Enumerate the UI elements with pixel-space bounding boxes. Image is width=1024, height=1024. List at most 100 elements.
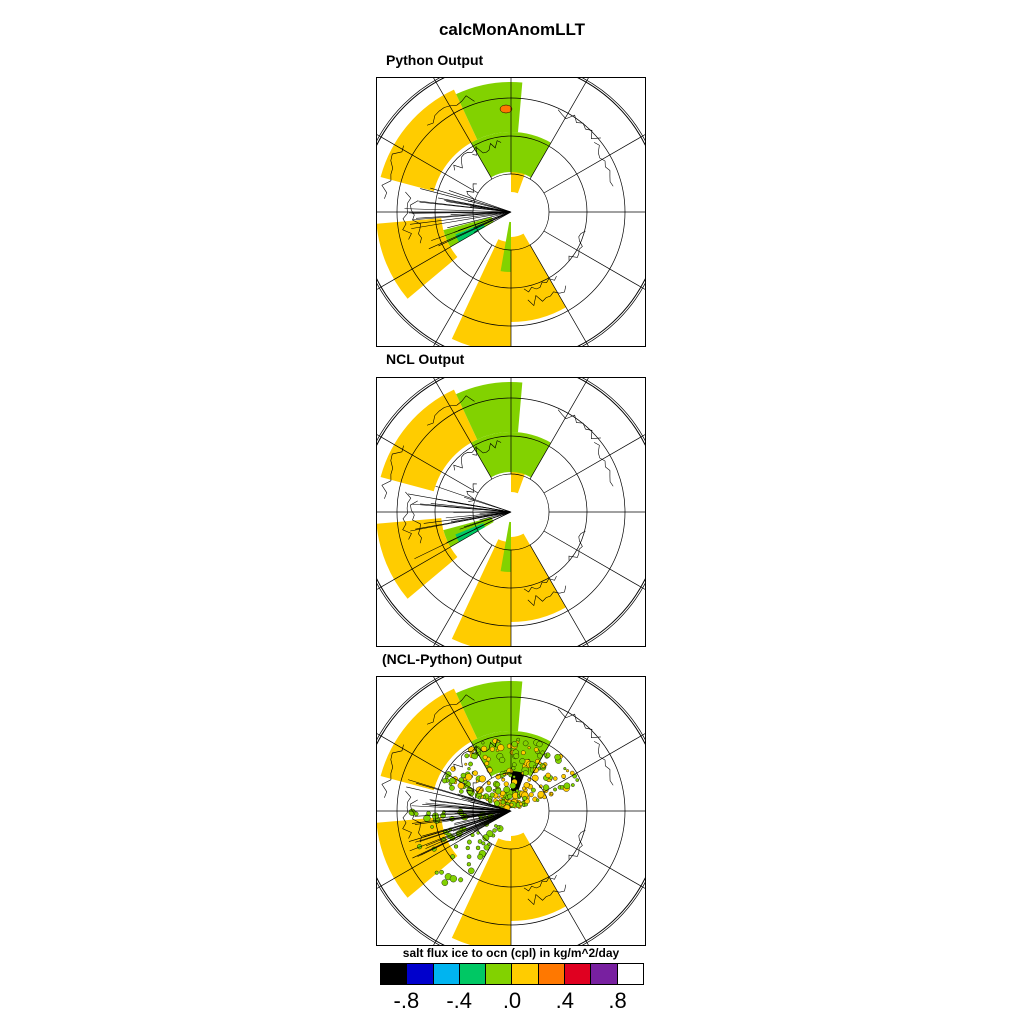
anomaly-speck bbox=[527, 778, 532, 782]
panel-title-python: Python Output bbox=[386, 52, 484, 68]
anomaly-speck bbox=[537, 752, 543, 759]
colorbar-label: salt flux ice to ocn (cpl) in kg/m^2/day bbox=[402, 946, 620, 960]
coastline bbox=[426, 395, 475, 426]
coastline bbox=[523, 275, 557, 293]
radial-artifact bbox=[463, 496, 512, 513]
green-region bbox=[456, 681, 523, 739]
yellow-region bbox=[380, 389, 478, 492]
anomaly-speck bbox=[575, 778, 580, 782]
colorbar-box bbox=[512, 964, 539, 984]
anomaly-speck bbox=[442, 778, 448, 784]
radial-artifact bbox=[411, 810, 512, 824]
anomaly-speck bbox=[468, 761, 473, 767]
anomaly-speck bbox=[495, 788, 502, 795]
yellow-region bbox=[377, 518, 458, 599]
anomaly-speck bbox=[468, 867, 475, 875]
yellow-region bbox=[451, 239, 511, 346]
anomaly-speck bbox=[513, 753, 520, 759]
anomaly-speck bbox=[464, 753, 470, 759]
meridian-line bbox=[433, 378, 493, 480]
colorbar-box bbox=[459, 964, 487, 984]
anomaly-speck bbox=[501, 777, 506, 782]
coastline bbox=[466, 782, 477, 801]
anomaly-speck bbox=[571, 783, 575, 787]
anomaly-speck bbox=[500, 799, 506, 805]
anomaly-speck bbox=[481, 841, 486, 846]
anomaly-speck bbox=[512, 762, 517, 767]
colorbar-tick-label: -.8 bbox=[393, 988, 420, 1013]
anomaly-speck bbox=[459, 789, 464, 794]
radial-artifact bbox=[448, 190, 512, 213]
yellow-region bbox=[511, 233, 566, 322]
anomaly-speck bbox=[464, 762, 468, 766]
anomaly-speck bbox=[477, 839, 483, 844]
coastline bbox=[523, 874, 557, 892]
anomaly-speck bbox=[509, 782, 517, 789]
meridian-line bbox=[433, 78, 493, 180]
anomaly-speck bbox=[531, 787, 536, 793]
radial-artifact bbox=[473, 211, 512, 228]
meridian-line bbox=[543, 434, 645, 494]
anomaly-speck bbox=[439, 869, 444, 875]
anomaly-speck bbox=[522, 740, 529, 747]
coastline bbox=[523, 575, 557, 593]
colorbar-box bbox=[433, 964, 460, 984]
coastline bbox=[381, 145, 404, 199]
anomaly-speck bbox=[553, 787, 557, 792]
radial-artifact bbox=[479, 511, 512, 521]
coastline bbox=[594, 142, 614, 187]
anomaly-speck bbox=[512, 775, 516, 779]
radial-artifact bbox=[473, 510, 512, 513]
yellow-region bbox=[451, 539, 511, 646]
meridian-line bbox=[543, 134, 645, 194]
anomaly-speck bbox=[481, 741, 485, 745]
radial-artifact bbox=[437, 197, 512, 213]
map-panel-diff bbox=[376, 676, 646, 946]
anomaly-speck bbox=[460, 772, 466, 779]
anomaly-speck bbox=[489, 792, 495, 798]
coastline bbox=[426, 95, 475, 126]
anomaly-speck bbox=[544, 753, 548, 757]
coastline bbox=[568, 530, 586, 561]
radial-artifact bbox=[482, 810, 512, 826]
anomaly-speck bbox=[466, 839, 472, 845]
radial-artifact bbox=[443, 810, 512, 813]
anomaly-speck bbox=[531, 774, 539, 782]
anomaly-speck bbox=[545, 772, 551, 779]
anomaly-speck bbox=[453, 844, 459, 849]
anomaly-speck bbox=[528, 792, 534, 798]
radial-artifact bbox=[419, 810, 512, 842]
anomaly-speck bbox=[465, 773, 473, 781]
meridian-line bbox=[433, 843, 493, 945]
anomaly-speck bbox=[444, 775, 449, 779]
radial-artifact bbox=[412, 211, 512, 221]
anomaly-speck bbox=[541, 764, 546, 769]
radial-artifact bbox=[430, 800, 512, 812]
coastline bbox=[527, 585, 567, 607]
coastline bbox=[472, 739, 502, 755]
coastline bbox=[426, 694, 475, 725]
meridian-line bbox=[543, 530, 645, 590]
meridian-line bbox=[529, 544, 589, 646]
yellow-region bbox=[380, 688, 478, 791]
meridian-line bbox=[433, 244, 493, 346]
meridian-line bbox=[377, 733, 479, 793]
colorbar-ticks: -.8 -.4 .0 .4 .8 bbox=[380, 988, 644, 1018]
radial-artifact bbox=[445, 511, 512, 519]
meridian-line bbox=[529, 78, 589, 180]
meridian-line bbox=[377, 230, 479, 290]
anomaly-speck bbox=[472, 770, 478, 776]
anomaly-speck bbox=[499, 756, 506, 763]
radial-artifact bbox=[453, 211, 512, 233]
anomaly-speck bbox=[475, 779, 479, 783]
anomaly-speck bbox=[492, 788, 496, 792]
anomaly-speck bbox=[477, 796, 482, 800]
coastline bbox=[410, 799, 422, 843]
meridian-line bbox=[529, 843, 589, 945]
coastline bbox=[402, 790, 412, 839]
anomaly-speck bbox=[449, 875, 457, 883]
anomaly-speck bbox=[483, 844, 490, 851]
colorbar-box bbox=[617, 964, 643, 984]
colorbar-tick-label: .4 bbox=[555, 988, 574, 1013]
anomaly-speck bbox=[467, 767, 471, 771]
